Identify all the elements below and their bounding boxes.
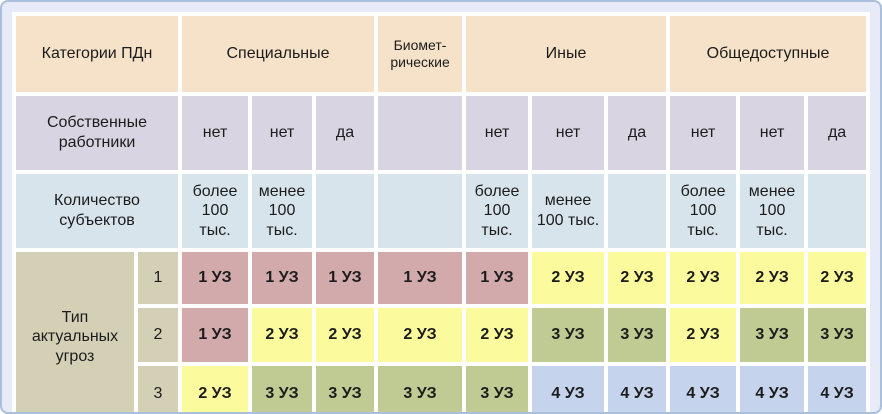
- threat-row-2: 2 1 УЗ 2 УЗ 2 УЗ 2 УЗ 2 УЗ 3 УЗ 3 УЗ 2 У…: [16, 308, 867, 362]
- uz-cell: 3 УЗ: [252, 366, 312, 412]
- threat-row-1: Тип актуальных угроз 1 1 УЗ 1 УЗ 1 УЗ 1 …: [16, 252, 867, 412]
- uz-cell: 3 УЗ: [740, 308, 805, 362]
- workers-row: Собственные работники нет нет да нет нет…: [16, 96, 867, 170]
- threat-row-3: 3 2 УЗ 3 УЗ 3 УЗ 3 УЗ 3 УЗ 4 УЗ 4 УЗ 4 У…: [16, 366, 867, 412]
- subjects-row-label: Количество субъектов: [16, 174, 178, 248]
- header-group-biometricheskie: Биомет-рические: [378, 16, 463, 92]
- workers-cell: нет: [182, 96, 248, 170]
- workers-cell: нет: [740, 96, 805, 170]
- uz-cell: 2 УЗ: [670, 252, 737, 304]
- uz-cell: 2 УЗ: [670, 308, 737, 362]
- uz-cell: 2 УЗ: [808, 252, 867, 304]
- uz-cell: 1 УЗ: [182, 252, 248, 304]
- subjects-cell: более 100 тыс.: [466, 174, 529, 248]
- workers-cell: нет: [252, 96, 312, 170]
- uz-cell: 3 УЗ: [378, 366, 463, 412]
- uz-cell: 3 УЗ: [316, 366, 375, 412]
- threat-type-number: 3: [138, 366, 178, 412]
- subjects-cell: [378, 174, 463, 248]
- uz-cell: 4 УЗ: [608, 366, 667, 412]
- uz-cell: 2 УЗ: [740, 252, 805, 304]
- uz-cell: 4 УЗ: [670, 366, 737, 412]
- header-row: Категории ПДн Специальные Биомет-рически…: [16, 16, 867, 92]
- workers-row-label: Собственные работники: [16, 96, 178, 170]
- workers-cell: да: [316, 96, 375, 170]
- uz-cell: 2 УЗ: [252, 308, 312, 362]
- workers-cell: да: [608, 96, 667, 170]
- uz-cell: 1 УЗ: [466, 252, 529, 304]
- header-group-specialnye: Специальные: [182, 16, 375, 92]
- workers-cell: нет: [532, 96, 605, 170]
- subjects-cell: [316, 174, 375, 248]
- pdn-security-levels-table: Категории ПДн Специальные Биомет-рически…: [12, 12, 871, 412]
- subjects-cell: более 100 тыс.: [182, 174, 248, 248]
- uz-cell: 2 УЗ: [608, 252, 667, 304]
- threats-row-label: Тип актуальных угроз: [16, 252, 134, 412]
- uz-cell: 3 УЗ: [608, 308, 667, 362]
- uz-cell: 2 УЗ: [378, 308, 463, 362]
- header-group-inye: Иные: [466, 16, 667, 92]
- subjects-cell: менее 100 тыс.: [740, 174, 805, 248]
- subjects-row: Количество субъектов более 100 тыс. мене…: [16, 174, 867, 248]
- header-categories-pdn: Категории ПДн: [16, 16, 178, 92]
- uz-cell: 1 УЗ: [316, 252, 375, 304]
- uz-cell: 3 УЗ: [808, 308, 867, 362]
- workers-cell: нет: [670, 96, 737, 170]
- uz-cell: 4 УЗ: [532, 366, 605, 412]
- subjects-cell: более 100 тыс.: [670, 174, 737, 248]
- threat-type-number: 1: [138, 252, 178, 304]
- threat-type-number: 2: [138, 308, 178, 362]
- header-group-obshchedostupnye: Общедоступные: [670, 16, 867, 92]
- subjects-cell: [808, 174, 867, 248]
- uz-cell: 4 УЗ: [740, 366, 805, 412]
- uz-cell: 2 УЗ: [466, 308, 529, 362]
- subjects-cell: [608, 174, 667, 248]
- uz-cell: 2 УЗ: [316, 308, 375, 362]
- uz-cell: 2 УЗ: [182, 366, 248, 412]
- uz-cell: 4 УЗ: [808, 366, 867, 412]
- subjects-cell: менее 100 тыс.: [532, 174, 605, 248]
- uz-cell: 1 УЗ: [252, 252, 312, 304]
- uz-cell: 3 УЗ: [532, 308, 605, 362]
- uz-cell: 1 УЗ: [182, 308, 248, 362]
- uz-cell: 2 УЗ: [532, 252, 605, 304]
- uz-cell: 1 УЗ: [378, 252, 463, 304]
- workers-cell: да: [808, 96, 867, 170]
- uz-cell: 3 УЗ: [466, 366, 529, 412]
- workers-cell: нет: [466, 96, 529, 170]
- workers-cell: [378, 96, 463, 170]
- subjects-cell: менее 100 тыс.: [252, 174, 312, 248]
